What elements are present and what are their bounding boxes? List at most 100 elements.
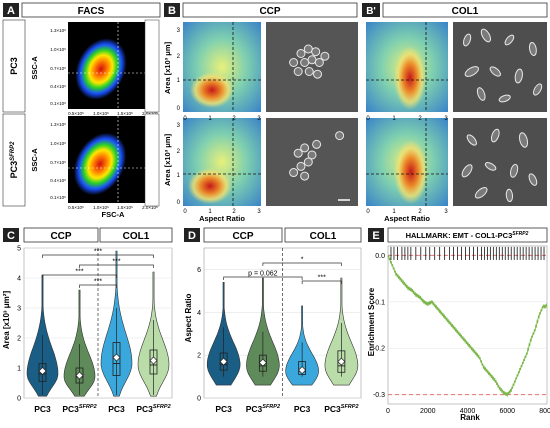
panel-title-box bbox=[21, 2, 161, 18]
micrograph-bottom bbox=[453, 118, 547, 206]
violin-plot-area: 0 1 2 3 4 5 PC3 PC3SFRP2 PC3 PC3SFRP2 *** *** *** *** bbox=[17, 246, 173, 414]
cell bbox=[514, 68, 523, 84]
group-label: COL1 bbox=[310, 231, 337, 242]
mean-marker bbox=[38, 367, 47, 375]
cell bbox=[296, 161, 306, 171]
row-label: PC3SFRP2 bbox=[9, 141, 19, 179]
significance-label: *** bbox=[75, 269, 83, 276]
y-tick-label: 2 bbox=[177, 149, 181, 155]
y-tick-label: 3 bbox=[177, 28, 181, 34]
group-label: CCP bbox=[50, 231, 71, 242]
panel-letter-box bbox=[3, 228, 19, 242]
y-tick-label: -0.3 bbox=[373, 392, 385, 399]
cell bbox=[474, 187, 488, 199]
mean-marker bbox=[149, 356, 158, 365]
heatmap-hotspot bbox=[190, 72, 234, 108]
panel-letter: A bbox=[7, 5, 15, 17]
panel-a: A FACS PC3 PC3SFRP2 SSC-A SSC-A 1.3×10⁶ … bbox=[2, 2, 161, 219]
x-tick-label: 3 bbox=[257, 116, 261, 122]
panel-letter: C bbox=[7, 230, 15, 242]
iqr-box bbox=[149, 349, 158, 375]
x-tick-label: 1.0×10⁶ bbox=[93, 205, 109, 210]
x-tick-label: 1 bbox=[208, 116, 212, 122]
panel-letter: E bbox=[372, 230, 379, 242]
x-tick-label: 1 bbox=[208, 209, 212, 215]
category-label: PC3SFRP2 bbox=[324, 404, 358, 414]
mean-marker bbox=[298, 366, 307, 375]
mean-marker bbox=[112, 353, 121, 362]
cell bbox=[300, 143, 310, 153]
cell bbox=[303, 44, 313, 54]
y-tick-label: 3 bbox=[17, 306, 21, 313]
cell bbox=[461, 164, 473, 178]
y-tick-label: 1.3×10⁶ bbox=[50, 28, 66, 33]
x-tick-label: 2 bbox=[418, 116, 422, 122]
facs-density bbox=[73, 132, 127, 196]
iqr-box bbox=[258, 354, 267, 372]
significance-label: *** bbox=[94, 279, 102, 286]
x-tick-label: 1.5×10⁶ bbox=[117, 205, 133, 210]
significance-label: *** bbox=[318, 275, 326, 282]
row-label-strip bbox=[2, 19, 26, 113]
y-tick-label: 0 bbox=[177, 200, 181, 206]
y-axis-label: Area [x10³ μm] bbox=[163, 133, 172, 186]
cell bbox=[313, 69, 323, 79]
row-label: PC3 bbox=[9, 57, 19, 75]
y-tick-label: 0 bbox=[197, 396, 201, 403]
panel-title-box bbox=[182, 2, 358, 18]
panel-title: HALLMARK: EMT - COL1-PC3SFRP2 bbox=[406, 231, 529, 240]
violin bbox=[63, 289, 96, 397]
panel-title: CCP bbox=[259, 6, 280, 17]
significance-bracket bbox=[262, 262, 342, 266]
iqr-box bbox=[112, 342, 121, 376]
row-label-strip bbox=[2, 113, 26, 207]
cell-cluster bbox=[289, 44, 330, 79]
cell bbox=[304, 67, 314, 76]
panel-e: E HALLMARK: EMT - COL1-PC3SFRP2 Enrichme… bbox=[367, 227, 550, 422]
x-tick-label: 2000 bbox=[420, 408, 436, 415]
cell bbox=[464, 66, 479, 77]
cell bbox=[490, 128, 500, 143]
panel-b: B CCP Area [x10³ μm] Area [x10³ μm] 3 2 … bbox=[144, 2, 358, 223]
y-tick-label: 3 bbox=[177, 123, 181, 129]
y-axis-label: Area [x10³ μm²] bbox=[2, 291, 11, 350]
cell bbox=[462, 33, 472, 47]
panel-c: C CCP COL1 Area [x10³ μm²] 0 1 2 3 4 5 PC3 PC3S… bbox=[2, 227, 173, 414]
gsea-plot-area: 0.0 -0.1 -0.2 -0.3 0 2000 4000 6000 8000 bbox=[373, 245, 550, 415]
mean-marker bbox=[75, 371, 84, 380]
y-tick-label: 0.7×10⁶ bbox=[50, 160, 66, 165]
y-axis-label: SSC-A bbox=[30, 56, 39, 80]
micrograph-top bbox=[266, 22, 358, 112]
panel-b-prime: B' COL1 0 1 2 3 0 1 2 3 Aspect Ratio bbox=[362, 2, 548, 223]
panel-letter: B bbox=[168, 5, 176, 17]
y-tick-label: 1.0×10⁶ bbox=[50, 141, 66, 146]
y-axis-label: Enrichment Score bbox=[367, 287, 376, 356]
x-tick-label: 1.0×10⁶ bbox=[93, 111, 109, 116]
y-tick-label: 0.0 bbox=[375, 253, 385, 260]
cell bbox=[289, 168, 299, 178]
cell bbox=[505, 188, 514, 203]
mean-marker bbox=[337, 357, 346, 366]
y-tick-label: 2 bbox=[177, 54, 181, 60]
cell-cluster bbox=[289, 131, 345, 181]
cell bbox=[484, 162, 497, 171]
y-tick-label: 1 bbox=[177, 173, 181, 179]
category-label: PC3SFRP2 bbox=[246, 404, 280, 414]
y-tick-label: 1 bbox=[17, 366, 21, 373]
significance-bracket bbox=[223, 276, 303, 280]
x-tick-label: 0.5×10⁶ bbox=[68, 205, 84, 210]
y-tick-label: 1.0×10⁶ bbox=[50, 47, 66, 52]
y-tick-label: 1.3×10⁶ bbox=[50, 122, 66, 127]
x-tick-label: 1 bbox=[392, 209, 396, 215]
x-tick-label: 0 bbox=[183, 209, 187, 215]
cell bbox=[466, 134, 477, 146]
cell bbox=[293, 67, 303, 76]
significance-bracket bbox=[301, 280, 342, 284]
y-axis-label: Area [x10³ μm] bbox=[163, 41, 172, 94]
panel-letter-box bbox=[368, 228, 384, 242]
cell bbox=[518, 132, 529, 148]
y-tick-label: 4 bbox=[17, 276, 21, 283]
cell bbox=[504, 34, 515, 46]
